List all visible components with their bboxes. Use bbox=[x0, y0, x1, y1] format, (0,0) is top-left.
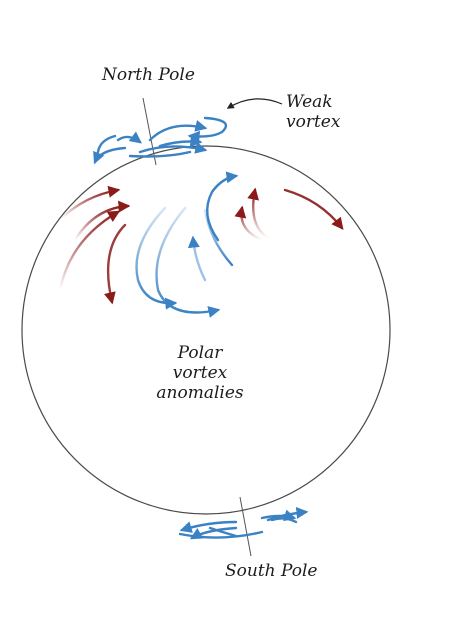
weak-vortex-label: Weak vortex bbox=[286, 92, 340, 132]
south-axis-line bbox=[239, 496, 252, 557]
south-pole-label: South Pole bbox=[225, 561, 318, 581]
right-warm-arrows bbox=[234, 187, 344, 242]
central-cold-arrows bbox=[135, 171, 239, 318]
anomalies-line-2: vortex bbox=[172, 363, 228, 383]
weak-vortex-line-1: Weak bbox=[286, 92, 333, 112]
north-weak-vortex-arrows bbox=[93, 116, 228, 165]
north-pole-label: North Pole bbox=[102, 65, 195, 85]
anomalies-line-3: anomalies bbox=[156, 383, 244, 403]
left-warm-arrows bbox=[58, 185, 131, 305]
north-axis-line bbox=[142, 97, 157, 166]
south-vortex-arrows bbox=[178, 506, 309, 540]
polar-vortex-anomalies-label: Polar vortex anomalies bbox=[150, 343, 250, 403]
anomalies-line-1: Polar bbox=[177, 343, 223, 363]
globe-outline bbox=[21, 145, 391, 515]
weak-vortex-pointer-arrow bbox=[226, 98, 283, 109]
weak-vortex-line-2: vortex bbox=[286, 112, 341, 132]
